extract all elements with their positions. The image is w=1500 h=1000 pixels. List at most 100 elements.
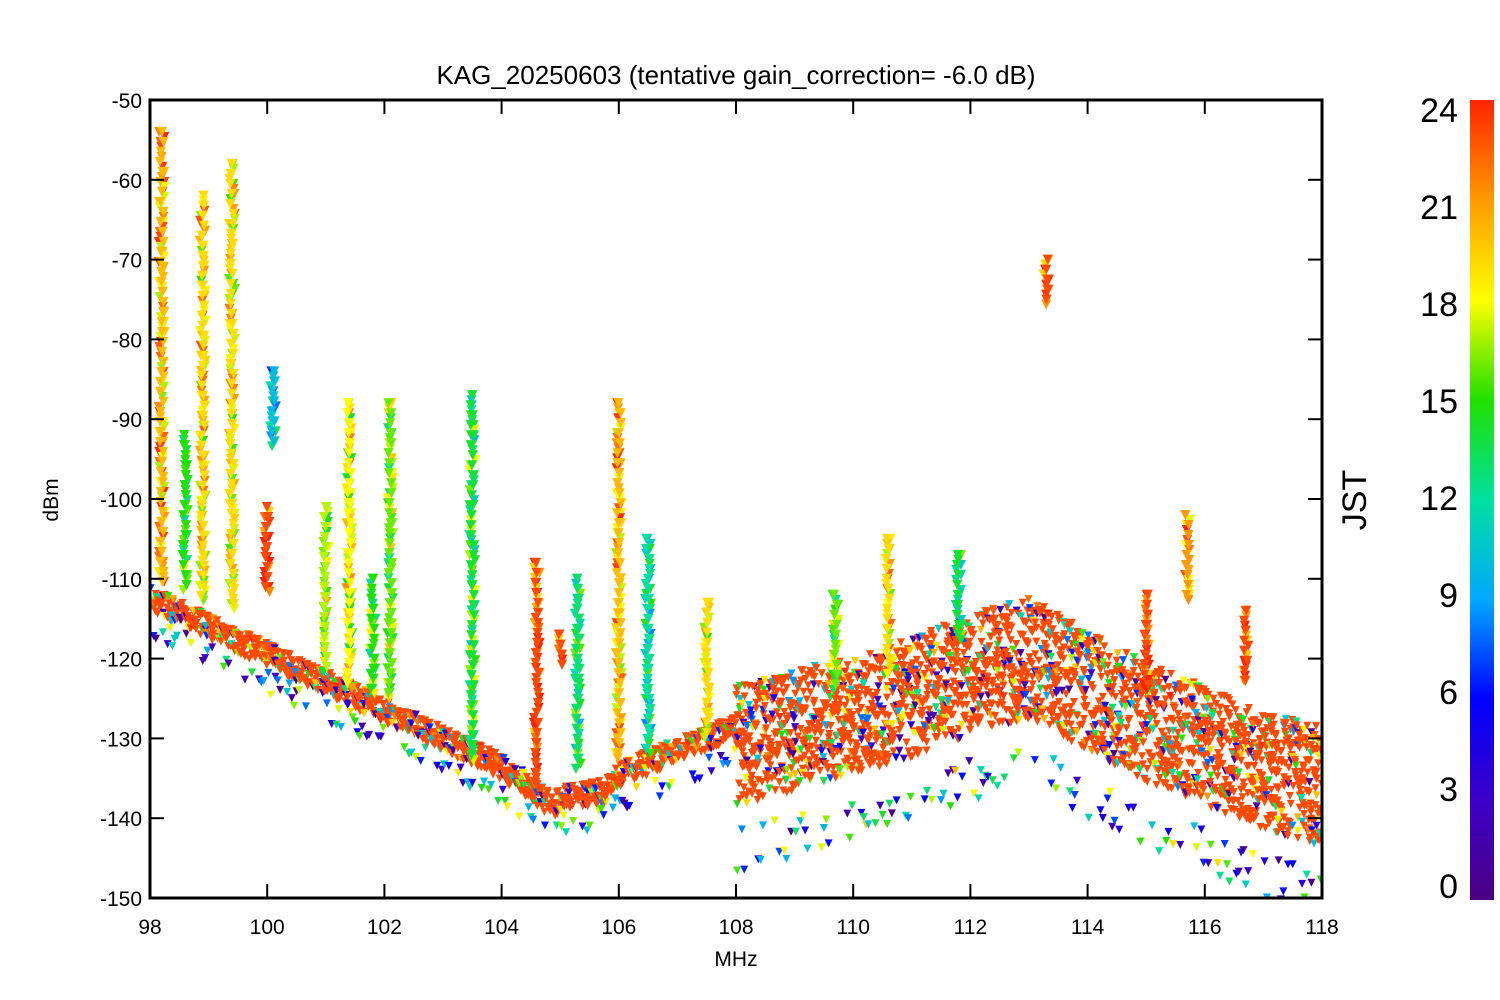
data-point <box>895 734 904 743</box>
data-point <box>612 708 623 719</box>
data-point <box>182 607 191 616</box>
data-point <box>1154 766 1163 775</box>
data-point <box>927 668 936 677</box>
data-point <box>897 722 906 731</box>
data-point <box>775 847 784 856</box>
data-point <box>983 660 992 669</box>
data-point <box>809 699 818 708</box>
data-point <box>480 777 489 786</box>
data-point <box>1129 803 1138 812</box>
data-point <box>466 530 477 541</box>
data-point <box>889 730 898 739</box>
data-point <box>841 667 850 676</box>
data-point <box>896 638 905 647</box>
data-point <box>1150 712 1159 721</box>
data-point <box>226 158 237 169</box>
data-point <box>1213 772 1222 781</box>
data-point <box>920 795 929 804</box>
data-point <box>197 500 208 511</box>
data-point <box>1157 727 1166 736</box>
data-point <box>572 743 583 754</box>
data-point <box>387 588 398 599</box>
data-point <box>645 748 656 759</box>
data-point <box>662 739 671 748</box>
data-point <box>824 839 833 848</box>
data-point <box>198 550 209 561</box>
data-point <box>227 478 238 489</box>
data-point <box>1217 724 1226 733</box>
data-point <box>1080 668 1089 677</box>
data-point <box>745 732 754 741</box>
data-point <box>859 813 868 822</box>
data-point <box>1281 759 1290 768</box>
data-point <box>208 643 217 652</box>
data-point <box>804 681 813 690</box>
data-point <box>1147 752 1156 761</box>
data-point <box>384 528 395 539</box>
data-point <box>882 685 891 694</box>
data-point <box>1188 744 1197 753</box>
data-point <box>225 178 236 189</box>
data-point <box>165 624 174 633</box>
data-point <box>762 724 771 733</box>
data-point <box>1190 702 1199 711</box>
data-point <box>642 603 653 614</box>
data-point <box>227 418 238 429</box>
data-point <box>198 540 209 551</box>
data-point <box>260 581 271 592</box>
data-point <box>262 661 271 670</box>
data-point <box>467 450 478 461</box>
data-point <box>1223 860 1232 869</box>
data-point <box>1022 618 1031 627</box>
data-point <box>287 694 296 703</box>
data-point <box>1274 856 1283 865</box>
data-point <box>589 778 598 787</box>
data-point <box>1161 695 1170 704</box>
data-point <box>748 682 757 691</box>
data-point <box>425 718 434 727</box>
data-point <box>974 687 983 696</box>
data-point <box>1103 794 1112 803</box>
data-point <box>839 727 848 736</box>
data-point <box>1244 730 1253 739</box>
data-point <box>830 679 841 690</box>
data-point <box>983 677 992 686</box>
data-point <box>999 681 1008 690</box>
data-point <box>169 595 178 604</box>
data-point <box>1169 840 1178 849</box>
data-point <box>784 673 793 682</box>
data-point <box>227 318 238 329</box>
y-tick-label: -110 <box>102 569 142 592</box>
data-point <box>1139 738 1148 747</box>
data-point <box>1291 771 1300 780</box>
colorbar-tick-label: 15 <box>1420 383 1458 421</box>
data-point <box>951 766 960 775</box>
data-point <box>197 530 208 541</box>
data-point <box>1246 747 1255 756</box>
data-point <box>985 642 994 651</box>
data-point <box>468 600 479 611</box>
data-point <box>1152 696 1161 705</box>
data-point <box>612 598 623 609</box>
data-point <box>1220 728 1229 737</box>
data-point <box>952 579 963 590</box>
data-point <box>224 659 233 668</box>
data-point <box>181 520 192 531</box>
data-point <box>468 720 479 731</box>
colorbar-tick-label: 21 <box>1420 189 1458 227</box>
data-point <box>1081 686 1090 695</box>
data-point <box>1260 798 1269 807</box>
data-point <box>1255 750 1264 759</box>
data-point <box>882 643 893 654</box>
data-point <box>1059 654 1068 663</box>
data-point <box>959 649 968 658</box>
data-point <box>740 865 749 874</box>
data-point <box>1042 254 1053 265</box>
data-point <box>384 458 395 469</box>
data-point <box>1096 665 1105 674</box>
data-point <box>990 614 999 623</box>
data-point <box>857 704 866 713</box>
data-point <box>1185 788 1194 797</box>
data-point <box>828 589 839 600</box>
data-point <box>1016 695 1025 704</box>
